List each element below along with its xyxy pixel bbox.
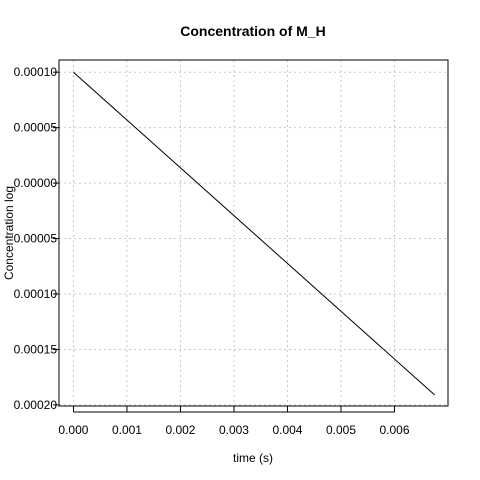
y-tick-label: 0.00010 (14, 65, 58, 79)
y-tick-label: 0.00000 (14, 176, 58, 190)
x-tick-label: 0.000 (58, 423, 88, 437)
x-tick-label: 0.004 (272, 423, 302, 437)
y-tick-label: 0.00015 (14, 342, 58, 356)
series-line (73, 71, 435, 396)
y-axis: 0.00010 0.00005 0.00000 0.00005 0.00010 0.000… (14, 65, 59, 412)
chart-title: Concentration of M_H (180, 23, 325, 39)
y-axis-label: Concentration log (2, 186, 16, 280)
x-axis: 0.000 0.001 0.002 0.003 0.004 0.005 0.006 (58, 406, 410, 437)
y-tick-label: 0.00010 (14, 287, 58, 301)
y-tick-label: 0.00005 (14, 232, 58, 246)
x-axis-label: time (s) (233, 451, 273, 465)
x-tick-label: 0.001 (112, 423, 142, 437)
x-tick-label: 0.005 (326, 423, 356, 437)
y-tick-label: 0.00020 (14, 398, 58, 412)
x-tick-label: 0.006 (379, 423, 409, 437)
y-tick-label: 0.00005 (14, 121, 58, 135)
x-tick-label: 0.002 (165, 423, 195, 437)
x-tick-label: 0.003 (219, 423, 249, 437)
series-layer (73, 71, 435, 396)
plot-frame (58, 59, 449, 407)
